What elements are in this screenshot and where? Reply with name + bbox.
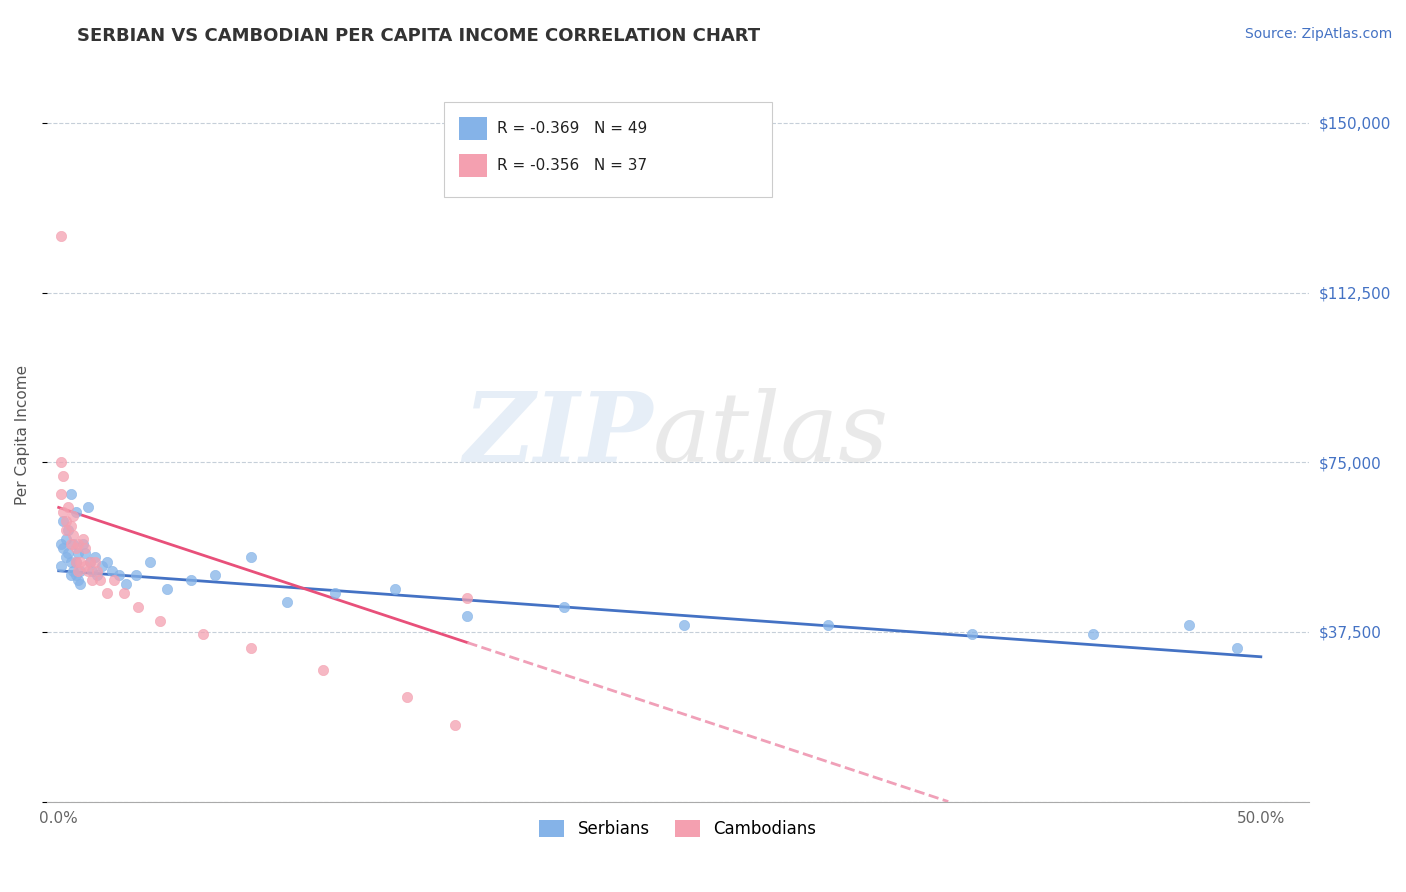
Point bbox=[49, 487, 72, 501]
Point bbox=[240, 640, 263, 655]
FancyBboxPatch shape bbox=[444, 102, 772, 197]
Point bbox=[312, 664, 335, 678]
Point bbox=[76, 500, 98, 515]
Point bbox=[149, 614, 172, 628]
Bar bbox=[460, 153, 488, 177]
Point bbox=[49, 559, 72, 574]
Point bbox=[100, 564, 122, 578]
Point bbox=[66, 573, 89, 587]
Point bbox=[69, 564, 91, 578]
Point bbox=[83, 550, 105, 565]
Point bbox=[962, 627, 984, 641]
Point bbox=[58, 523, 80, 537]
Text: R = -0.369   N = 49: R = -0.369 N = 49 bbox=[498, 121, 648, 136]
Point bbox=[62, 509, 84, 524]
Point bbox=[72, 532, 94, 546]
Point bbox=[1177, 618, 1199, 632]
Point bbox=[79, 555, 101, 569]
Text: Source: ZipAtlas.com: Source: ZipAtlas.com bbox=[1244, 27, 1392, 41]
Point bbox=[112, 586, 135, 600]
Point bbox=[191, 627, 214, 641]
Point bbox=[456, 609, 478, 624]
Point bbox=[204, 568, 226, 582]
Point bbox=[65, 555, 87, 569]
Point bbox=[83, 555, 105, 569]
Point bbox=[156, 582, 179, 596]
Point bbox=[672, 618, 695, 632]
Point bbox=[55, 523, 77, 537]
Point bbox=[817, 618, 839, 632]
Point bbox=[86, 568, 108, 582]
Point bbox=[59, 555, 82, 569]
Point bbox=[76, 564, 98, 578]
Text: atlas: atlas bbox=[652, 388, 889, 482]
Point bbox=[103, 573, 125, 587]
Point bbox=[52, 514, 75, 528]
Point bbox=[65, 555, 87, 569]
Point bbox=[276, 595, 298, 609]
Bar bbox=[460, 117, 488, 140]
Point bbox=[82, 573, 104, 587]
Point bbox=[65, 541, 87, 556]
Point bbox=[75, 541, 97, 556]
Point bbox=[444, 717, 467, 731]
Point bbox=[55, 532, 77, 546]
Point bbox=[89, 573, 111, 587]
Point bbox=[75, 559, 97, 574]
Point bbox=[396, 690, 419, 705]
Point bbox=[55, 514, 77, 528]
Point bbox=[1226, 640, 1249, 655]
Point bbox=[553, 599, 575, 614]
Point bbox=[58, 500, 80, 515]
Point bbox=[91, 559, 114, 574]
Y-axis label: Per Capita Income: Per Capita Income bbox=[15, 365, 30, 505]
Point bbox=[59, 487, 82, 501]
Point bbox=[49, 229, 72, 244]
Point bbox=[72, 536, 94, 550]
Point bbox=[456, 591, 478, 605]
Point bbox=[1081, 627, 1104, 641]
Point bbox=[75, 546, 97, 560]
Point bbox=[139, 555, 162, 569]
Point bbox=[49, 536, 72, 550]
Point bbox=[52, 505, 75, 519]
Point bbox=[69, 555, 91, 569]
Point bbox=[180, 573, 202, 587]
Point bbox=[52, 468, 75, 483]
Point bbox=[96, 586, 118, 600]
Point bbox=[96, 555, 118, 569]
Point bbox=[58, 546, 80, 560]
Point bbox=[66, 536, 89, 550]
Point bbox=[52, 541, 75, 556]
Point bbox=[62, 527, 84, 541]
Point bbox=[384, 582, 406, 596]
Legend: Serbians, Cambodians: Serbians, Cambodians bbox=[533, 813, 823, 845]
Point bbox=[65, 505, 87, 519]
Text: ZIP: ZIP bbox=[463, 388, 652, 482]
Point bbox=[59, 518, 82, 533]
Point bbox=[124, 568, 146, 582]
Point bbox=[65, 568, 87, 582]
Point bbox=[86, 564, 108, 578]
Text: SERBIAN VS CAMBODIAN PER CAPITA INCOME CORRELATION CHART: SERBIAN VS CAMBODIAN PER CAPITA INCOME C… bbox=[77, 27, 761, 45]
Point bbox=[107, 568, 129, 582]
Point bbox=[55, 550, 77, 565]
Point bbox=[69, 577, 91, 591]
Point bbox=[240, 550, 263, 565]
Point bbox=[82, 564, 104, 578]
Point bbox=[115, 577, 138, 591]
Point bbox=[59, 536, 82, 550]
Point bbox=[59, 568, 82, 582]
Point bbox=[66, 564, 89, 578]
Point bbox=[62, 536, 84, 550]
Point bbox=[323, 586, 346, 600]
Point bbox=[62, 564, 84, 578]
Point bbox=[127, 599, 149, 614]
Text: R = -0.356   N = 37: R = -0.356 N = 37 bbox=[498, 158, 647, 173]
Point bbox=[79, 555, 101, 569]
Point bbox=[49, 455, 72, 469]
Point bbox=[66, 546, 89, 560]
